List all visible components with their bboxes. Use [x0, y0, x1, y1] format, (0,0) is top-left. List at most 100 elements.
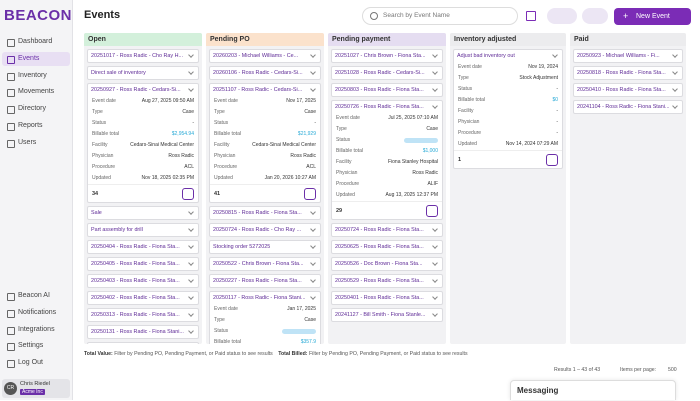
nav-item[interactable]: Inventory — [2, 69, 70, 83]
card-title[interactable]: Sale — [91, 210, 102, 216]
event-card[interactable]: 20250227 - Ross Radic - Fiona Sta... — [209, 274, 321, 288]
card-title[interactable]: 20251028 - Ross Radic - Cedars-Si... — [335, 70, 425, 76]
event-card[interactable]: Stocking order 5272025 — [209, 240, 321, 254]
card-title[interactable]: 20250724 - Ross Radic - Fiona Sta... — [335, 227, 424, 233]
nav-item[interactable]: Dashboard — [2, 35, 70, 49]
event-card[interactable]: 20241104 - Ross Radic - Fiona Stani... — [573, 100, 683, 114]
event-card[interactable]: 20250117 - Ross Radic - Fiona Stani... Ev… — [209, 291, 321, 344]
event-card[interactable]: 20250526 - Doc Brown - Fiona Sta... — [331, 257, 443, 271]
event-card[interactable]: 20250724 - Ross Radic - Fiona Sta... — [331, 223, 443, 237]
nav-item[interactable]: Reports — [2, 119, 70, 133]
event-card[interactable]: 20251107 - Ross Radic - Cedars-Si... Even… — [209, 83, 321, 203]
card-title[interactable]: 20250117 - Ross Radic - Fiona Sta... — [88, 343, 198, 344]
card-title[interactable]: 20250724 - Ross Radic - Cho Ray ... — [213, 227, 302, 233]
event-card[interactable]: 20260203 - Michael Williams - Ce... — [209, 49, 321, 63]
event-card[interactable]: 20250410 - Ross Radic - Fiona Sta... — [573, 83, 683, 97]
event-card[interactable]: 20250529 - Ross Radic - Fiona Sta... — [331, 274, 443, 288]
nav-item[interactable]: Movements — [2, 85, 70, 99]
field-value: - — [556, 86, 558, 92]
event-card[interactable]: 20250313 - Ross Radic - Fiona Sta... — [87, 308, 199, 322]
card-title[interactable]: 20250401 - Ross Radic - Fiona Sta... — [335, 295, 424, 301]
event-card[interactable]: 20250923 - Michael Williams - Fi... — [573, 49, 683, 63]
card-title[interactable]: 20251107 - Ross Radic - Cedars-Si... — [213, 87, 303, 93]
card-action[interactable] — [546, 154, 558, 166]
nav-item[interactable]: Directory — [2, 102, 70, 116]
search-box[interactable]: Search by Event Name — [362, 7, 518, 25]
event-card[interactable]: 20250405 - Ross Radic - Fiona Sta... — [87, 257, 199, 271]
nav-item[interactable]: Beacon AI — [2, 289, 70, 303]
card-title[interactable]: 20250402 - Ross Radic - Fiona Sta... — [91, 295, 180, 301]
event-card[interactable]: 20250522 - Chris Brown - Fiona Sta... — [209, 257, 321, 271]
new-event-button[interactable]: New Event — [614, 8, 691, 25]
card-title[interactable]: 20250803 - Ross Radic - Fiona Sta... — [335, 87, 424, 93]
card-title[interactable]: 20250117 - Ross Radic - Fiona Stani... — [213, 295, 306, 301]
card-title[interactable]: 20251017 - Ross Radic - Cho Ray H... — [91, 53, 183, 59]
card-title[interactable]: Adjust bad inventory out — [457, 53, 515, 59]
card-action[interactable] — [304, 188, 316, 200]
nav-item[interactable]: Settings — [2, 339, 70, 353]
card-title[interactable]: 20250405 - Ross Radic - Fiona Sta... — [91, 261, 180, 267]
card-title[interactable]: 20250923 - Michael Williams - Fi... — [577, 53, 660, 59]
card-title[interactable]: 20250403 - Ross Radic - Fiona Sta... — [91, 278, 180, 284]
card-title[interactable]: 20250227 - Ross Radic - Fiona Sta... — [213, 278, 302, 284]
card-title[interactable]: 20250313 - Ross Radic - Fiona Sta... — [91, 312, 180, 318]
event-card[interactable]: Part assembly for drill — [87, 223, 199, 237]
event-card[interactable]: 20250803 - Ross Radic - Fiona Sta... — [331, 83, 443, 97]
filter-button[interactable] — [526, 11, 536, 21]
event-card[interactable]: 20250404 - Ross Radic - Fiona Sta... — [87, 240, 199, 254]
card-action[interactable] — [182, 188, 194, 200]
card-title[interactable]: 20250410 - Ross Radic - Fiona Sta... — [577, 87, 666, 93]
card-title[interactable]: Stocking order 5272025 — [213, 244, 271, 250]
card-title[interactable]: 20250526 - Doc Brown - Fiona Sta... — [335, 261, 423, 267]
event-card[interactable]: 20251027 - Chris Brown - Fiona Sta... — [331, 49, 443, 63]
nav-item[interactable]: Integrations — [2, 323, 70, 337]
nav-item[interactable]: Log Out — [2, 356, 70, 370]
event-card[interactable]: 20251028 - Ross Radic - Cedars-Si... — [331, 66, 443, 80]
card-title[interactable]: 20260203 - Michael Williams - Ce... — [213, 53, 299, 59]
event-card[interactable]: Adjust bad inventory out Event date Nov 19… — [453, 49, 563, 169]
event-card[interactable]: 20250402 - Ross Radic - Fiona Sta... — [87, 291, 199, 305]
event-card[interactable]: 20250724 - Ross Radic - Cho Ray ... — [209, 223, 321, 237]
user-menu[interactable]: CR Chris Riedel Acme Inc — [2, 379, 70, 398]
card-title[interactable]: 20250625 - Ross Radic - Fiona Sta... — [335, 244, 424, 250]
event-card[interactable]: 20250927 - Ross Radic - Cedars-Si... Even… — [87, 83, 199, 203]
event-card[interactable]: 20250403 - Ross Radic - Fiona Sta... — [87, 274, 199, 288]
card-title[interactable]: 20260106 - Ross Radic - Cedars-Si... — [213, 70, 303, 76]
card-title[interactable]: Direct sale of inventory — [91, 70, 146, 76]
card-title[interactable]: 20250131 - Ross Radic - Fiona Stani... — [91, 329, 184, 335]
field-row: Procedure ACL — [88, 162, 198, 173]
card-title[interactable]: 20241104 - Ross Radic - Fiona Stani... — [577, 104, 670, 110]
card-title[interactable]: 20250522 - Chris Brown - Fiona Sta... — [213, 261, 304, 267]
card-title[interactable]: 20251027 - Chris Brown - Fiona Sta... — [335, 53, 426, 59]
nav-item[interactable]: Users — [2, 136, 70, 150]
card-title[interactable]: 20250529 - Ross Radic - Fiona Sta... — [335, 278, 424, 284]
event-card[interactable]: 20250815 - Ross Radic - Fiona Sta... — [209, 206, 321, 220]
event-card[interactable]: 20250625 - Ross Radic - Fiona Sta... — [331, 240, 443, 254]
nav-item[interactable]: Notifications — [2, 306, 70, 320]
field-label: Billable total — [214, 131, 241, 137]
event-card[interactable]: Sale — [87, 206, 199, 220]
event-card[interactable]: 20251017 - Ross Radic - Cho Ray H... — [87, 49, 199, 63]
card-title[interactable]: 20250815 - Ross Radic - Fiona Sta... — [213, 210, 302, 216]
items-per-page[interactable]: 500 — [668, 367, 677, 373]
nav-item[interactable]: Events — [2, 51, 70, 66]
event-card[interactable]: 20241127 - Bill Smith - Fiona Stanle... — [331, 308, 443, 322]
event-card[interactable]: 20250818 - Ross Radic - Fiona Sta... — [573, 66, 683, 80]
event-card[interactable]: 20250401 - Ross Radic - Fiona Sta... — [331, 291, 443, 305]
card-title[interactable]: 20250818 - Ross Radic - Fiona Sta... — [577, 70, 666, 76]
card-title[interactable]: 20250726 - Ross Radic - Fiona Sta... — [335, 104, 424, 110]
view-toggle[interactable] — [547, 8, 577, 24]
messaging-panel[interactable]: Messaging — [510, 380, 676, 400]
event-card[interactable]: 20260106 - Ross Radic - Cedars-Si... — [209, 66, 321, 80]
event-card[interactable]: 20250131 - Ross Radic - Fiona Stani... — [87, 325, 199, 339]
field-label: Procedure — [458, 130, 482, 136]
card-title[interactable]: 20250927 - Ross Radic - Cedars-Si... — [91, 87, 181, 93]
card-action[interactable] — [426, 205, 438, 217]
card-title[interactable]: 20250404 - Ross Radic - Fiona Sta... — [91, 244, 180, 250]
display-toggle[interactable] — [582, 8, 608, 24]
card-title[interactable]: 20241127 - Bill Smith - Fiona Stanle... — [335, 312, 426, 318]
event-card[interactable]: 20250117 - Ross Radic - Fiona Sta... — [87, 342, 199, 344]
event-card[interactable]: Direct sale of inventory — [87, 66, 199, 80]
card-title[interactable]: Part assembly for drill — [91, 227, 143, 233]
event-card[interactable]: 20250726 - Ross Radic - Fiona Sta... Even… — [331, 100, 443, 220]
